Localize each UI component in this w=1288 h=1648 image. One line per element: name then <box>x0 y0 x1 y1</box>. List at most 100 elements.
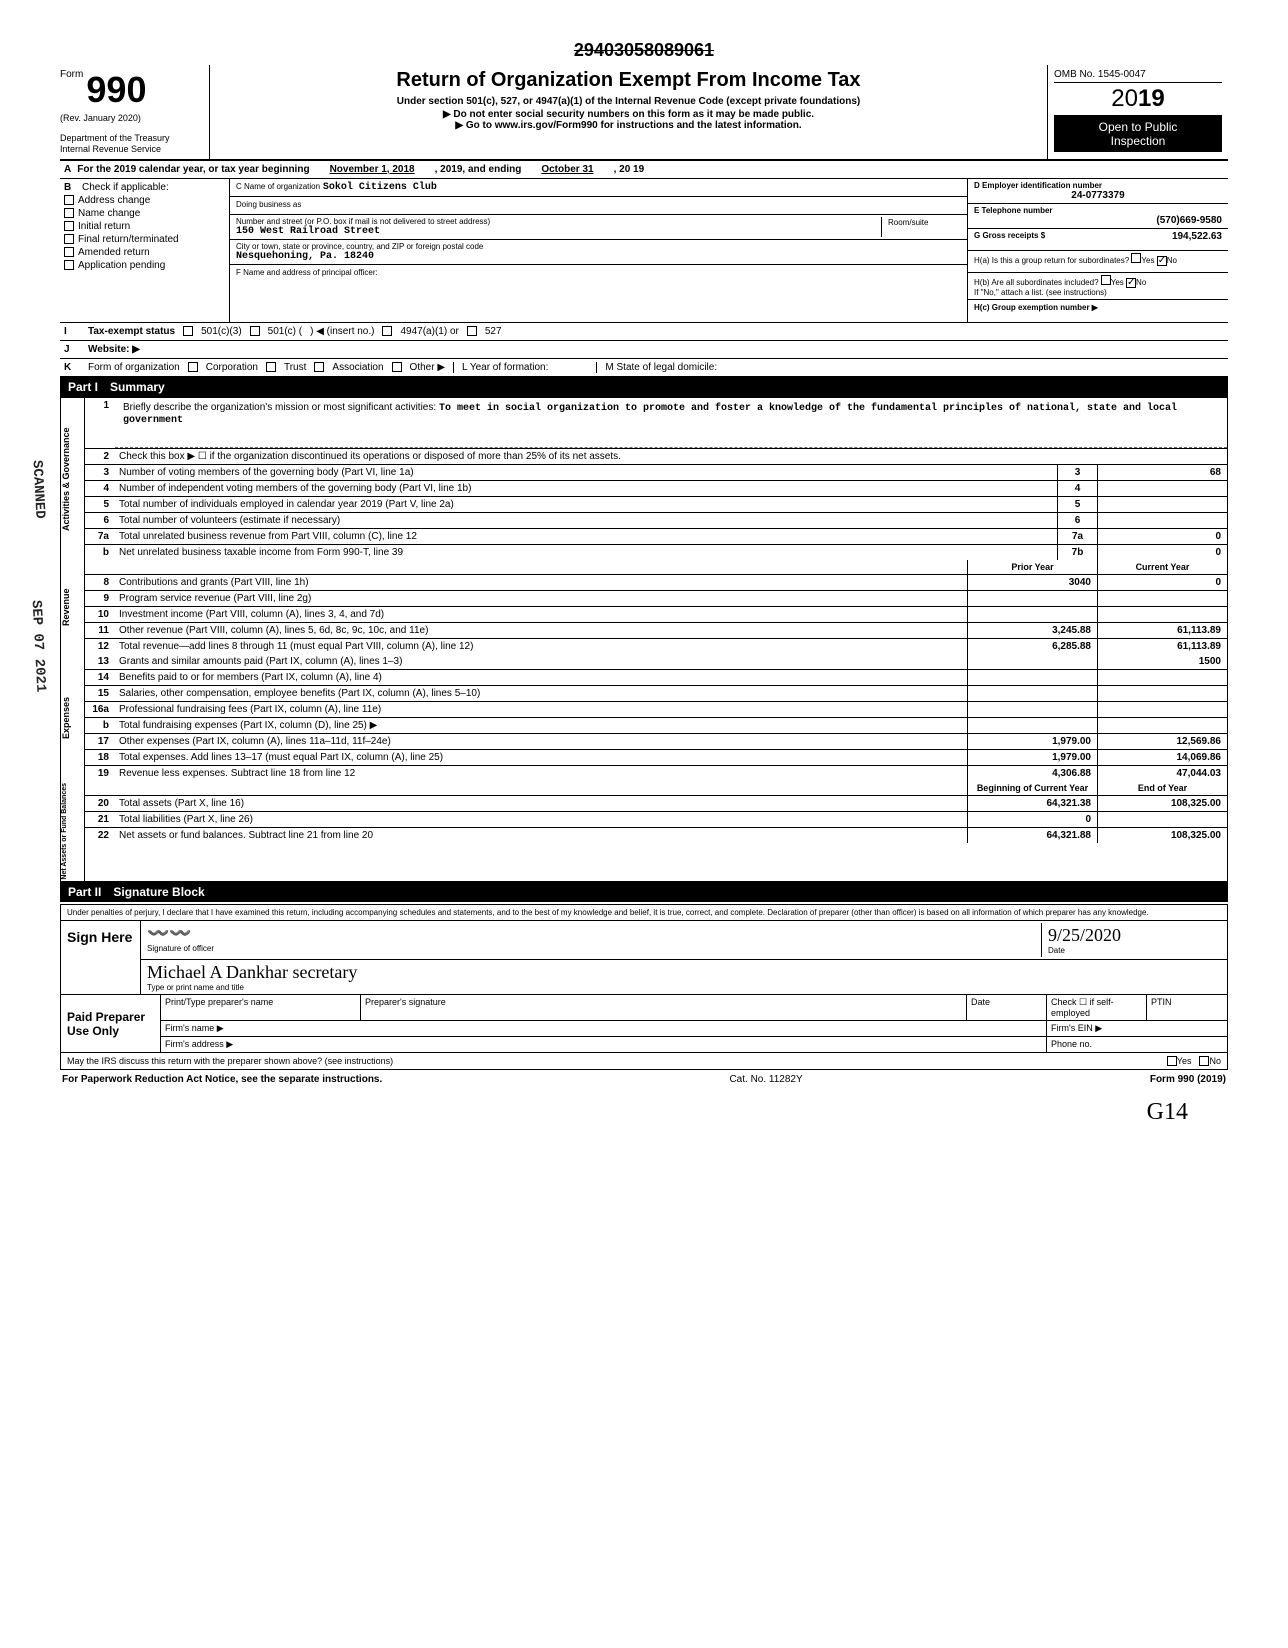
row-text: Contributions and grants (Part VIII, lin… <box>115 575 967 590</box>
street-row: Number and street (or P.O. box if mail i… <box>230 215 967 240</box>
open-line1: Open to Public <box>1058 120 1218 134</box>
row-text: Total number of individuals employed in … <box>115 497 1057 512</box>
ein-value: 24-0773379 <box>974 190 1222 201</box>
e-label: E Telephone number <box>974 206 1222 215</box>
chk-other[interactable] <box>392 362 402 372</box>
paid-preparer-block: Paid Preparer Use Only Print/Type prepar… <box>60 995 1228 1070</box>
chk-527[interactable] <box>467 326 477 336</box>
row-num: 20 <box>85 796 115 811</box>
row-text: Other revenue (Part VIII, column (A), li… <box>115 623 967 638</box>
irs-discuss-no[interactable] <box>1199 1056 1209 1066</box>
chk-initial-return[interactable]: Initial return <box>64 220 225 233</box>
row-text: Total fundraising expenses (Part IX, col… <box>115 718 967 733</box>
chk-name-change[interactable]: Name change <box>64 207 225 220</box>
irs-discuss-yes[interactable] <box>1167 1056 1177 1066</box>
line-a-text: For the 2019 calendar year, or tax year … <box>77 164 309 175</box>
chk-501c3[interactable] <box>183 326 193 336</box>
h-note: If "No," attach a list. (see instruction… <box>974 288 1222 297</box>
org-name-row: C Name of organization Sokol Citizens Cl… <box>230 179 967 197</box>
chk-501c[interactable] <box>250 326 260 336</box>
opt-assoc: Association <box>332 362 383 373</box>
end-year-hdr: End of Year <box>1097 781 1227 795</box>
begin-year-hdr: Beginning of Current Year <box>967 781 1097 795</box>
chk-amended-return[interactable]: Amended return <box>64 246 225 259</box>
form-page: 29403058089061 Form 990 (Rev. January 20… <box>60 40 1228 1136</box>
chk-application-pending[interactable]: Application pending <box>64 259 225 272</box>
summary-row-20: 20 Total assets (Part X, line 16) 64,321… <box>85 796 1227 812</box>
ha-row: H(a) Is this a group return for subordin… <box>968 251 1228 273</box>
side-expenses: Expenses <box>61 654 85 781</box>
row-num: b <box>85 545 115 560</box>
handwritten-note: G14 <box>60 1089 1228 1136</box>
line-a-mid: , 2019, and ending <box>435 164 522 175</box>
current-year-value: 47,044.03 <box>1097 766 1227 781</box>
prior-year-value: 0 <box>967 812 1097 827</box>
line-k: K Form of organization Corporation Trust… <box>60 359 1228 377</box>
mission-row: 1 Briefly describe the organization's mi… <box>85 398 1227 449</box>
c-label: C Name of organization <box>236 182 320 191</box>
prior-year-value: 4,306.88 <box>967 766 1097 781</box>
current-year-value <box>1097 702 1227 717</box>
row-num: 6 <box>85 513 115 528</box>
chk-corp[interactable] <box>188 362 198 372</box>
row-num: 11 <box>85 623 115 638</box>
chk-address-change[interactable]: Address change <box>64 194 225 207</box>
may-irs-discuss: May the IRS discuss this return with the… <box>67 1056 1167 1066</box>
tax-year-endyr: , 20 19 <box>614 164 645 175</box>
prior-year-value: 64,321.38 <box>967 796 1097 811</box>
current-year-value: 14,069.86 <box>1097 750 1227 765</box>
hb-yes[interactable] <box>1101 275 1111 285</box>
check-self-employed: Check ☐ if self-employed <box>1047 995 1147 1020</box>
header-center: Return of Organization Exempt From Incom… <box>210 65 1048 159</box>
part-2-num: Part II <box>68 885 101 899</box>
chk-final-return[interactable]: Final return/terminated <box>64 233 225 246</box>
prior-year-value <box>967 718 1097 733</box>
row-num: 19 <box>85 766 115 781</box>
line-i: I Tax-exempt status 501(c)(3) 501(c) ( )… <box>60 323 1228 341</box>
i-label: I <box>64 326 80 337</box>
summary-row-b: b Net unrelated business taxable income … <box>85 545 1227 560</box>
side-governance: Activities & Governance <box>61 398 85 560</box>
city-row: City or town, state or province, country… <box>230 240 967 265</box>
current-year-value: 61,113.89 <box>1097 623 1227 638</box>
year-prefix: 20 <box>1111 85 1138 112</box>
summary-body: Activities & Governance 1 Briefly descri… <box>60 397 1228 883</box>
officer-signature: 〰️〰️ <box>147 923 1041 944</box>
row-num: 12 <box>85 639 115 654</box>
signature-date: 9/25/2020 <box>1048 925 1215 946</box>
ha-no[interactable] <box>1157 256 1167 266</box>
chk-trust[interactable] <box>266 362 276 372</box>
perjury-declaration: Under penalties of perjury, I declare th… <box>61 905 1227 921</box>
ha-yes[interactable] <box>1131 253 1141 263</box>
street-label: Number and street (or P.O. box if mail i… <box>236 217 881 226</box>
opt-corp: Corporation <box>206 362 258 373</box>
open-inspection: Open to Public Inspection <box>1054 116 1222 152</box>
row-text: Grants and similar amounts paid (Part IX… <box>115 654 967 669</box>
hb-no[interactable] <box>1126 278 1136 288</box>
row-num: 14 <box>85 670 115 685</box>
line-a: A For the 2019 calendar year, or tax yea… <box>60 161 1228 179</box>
summary-row-15: 15 Salaries, other compensation, employe… <box>85 686 1227 702</box>
row-num: 17 <box>85 734 115 749</box>
chk-assoc[interactable] <box>314 362 324 372</box>
row-text: Total unrelated business revenue from Pa… <box>115 529 1057 544</box>
row-num: 13 <box>85 654 115 669</box>
side-net-assets: Net Assets or Fund Balances <box>61 781 85 882</box>
irs-yes-label: Yes <box>1177 1056 1192 1066</box>
form-number: 990 <box>86 69 146 110</box>
row-text: Revenue less expenses. Subtract line 18 … <box>115 766 967 781</box>
opt-other: Other ▶ <box>410 362 445 373</box>
ha-no-label: No <box>1167 256 1177 265</box>
gross-receipts-row: G Gross receipts $ 194,522.63 <box>968 229 1228 251</box>
part-1-header: Part I Summary <box>60 377 1228 397</box>
footer-mid: Cat. No. 11282Y <box>729 1074 802 1085</box>
summary-row-19: 19 Revenue less expenses. Subtract line … <box>85 766 1227 781</box>
row-value <box>1097 497 1227 512</box>
summary-row-8: 8 Contributions and grants (Part VIII, l… <box>85 575 1227 591</box>
current-year-value <box>1097 686 1227 701</box>
year-bold: 19 <box>1138 85 1165 112</box>
row-num: 22 <box>85 828 115 843</box>
chk-4947[interactable] <box>382 326 392 336</box>
opt-4947: 4947(a)(1) or <box>400 326 458 337</box>
firm-addr-label: Firm's address ▶ <box>161 1037 1047 1052</box>
